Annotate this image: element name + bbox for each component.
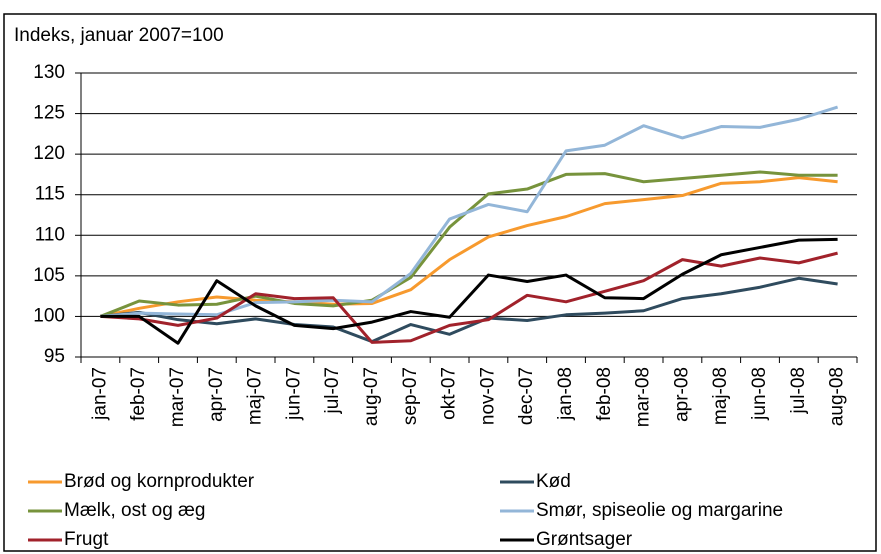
x-tick-label: jun-08 (749, 367, 770, 421)
x-tick-label: dec-07 (516, 367, 537, 425)
y-axis-label: Indeks, januar 2007=100 (14, 25, 224, 46)
legend-label: Brød og kornprodukter (64, 471, 255, 492)
x-tick-label: mar-08 (633, 367, 654, 427)
x-tick-label: maj-07 (245, 367, 266, 425)
legend-label: Kød (536, 471, 571, 492)
x-tick-label: feb-07 (128, 367, 149, 421)
y-tick-label: 125 (33, 103, 65, 124)
x-tick-label: aug-08 (827, 367, 848, 426)
legend-label: Grøntsager (536, 529, 633, 550)
x-tick-label: jul-07 (322, 367, 343, 414)
series-line (100, 176, 838, 318)
legend-label: Frugt (64, 529, 109, 550)
y-tick-label: 120 (33, 143, 65, 164)
x-tick-label: jan-07 (89, 367, 110, 421)
x-tick-label: aug-07 (361, 367, 382, 426)
y-tick-label: 95 (44, 346, 65, 367)
x-tick-label: okt-07 (439, 367, 460, 420)
x-tick-label: nov-07 (477, 367, 498, 425)
legend-label: Mælk, ost og æg (64, 500, 206, 521)
legend-label: Smør, spiseolie og margarine (536, 500, 783, 521)
x-tick-label: jun-07 (283, 367, 304, 421)
x-tick-label: sep-07 (400, 367, 421, 425)
series-line (100, 276, 838, 344)
series-line (100, 251, 838, 344)
x-tick-label: jul-08 (788, 367, 809, 414)
y-tick-label: 110 (35, 224, 65, 245)
x-tick-label: apr-08 (671, 367, 692, 422)
chart-border (3, 13, 877, 552)
series-line (100, 237, 838, 345)
y-tick-label: 100 (33, 305, 65, 326)
y-tick-label: 105 (33, 265, 65, 286)
x-tick-label: feb-08 (594, 367, 615, 421)
x-tick-label: apr-07 (206, 367, 227, 422)
x-tick-label: maj-08 (710, 367, 731, 425)
x-tick-label: mar-07 (167, 367, 188, 427)
y-tick-label: 130 (33, 62, 65, 83)
x-tick-label: jan-08 (555, 367, 576, 421)
y-tick-label: 115 (35, 184, 65, 205)
